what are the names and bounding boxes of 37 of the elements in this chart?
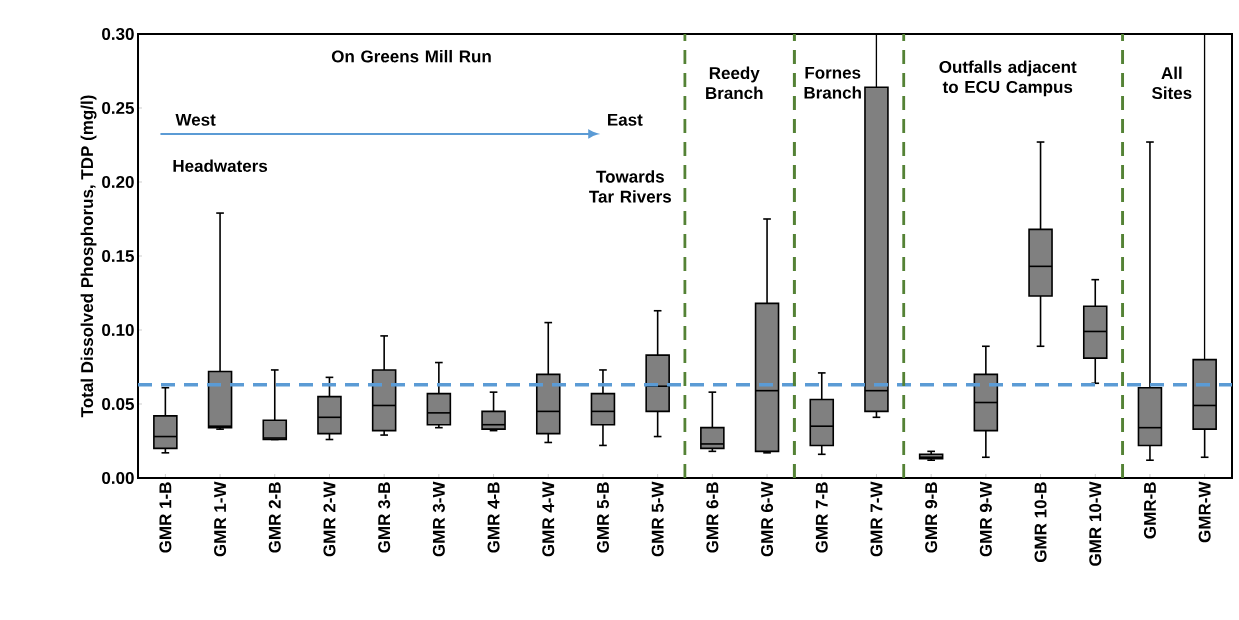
y-tick-label: 0.20 — [102, 175, 134, 189]
x-tick-label: GMR 4-B — [487, 482, 500, 553]
x-tick-label: GMR 2-W — [323, 481, 336, 557]
x-tick-label: GMR 6-W — [761, 481, 774, 557]
annotation: All Sites — [1152, 66, 1192, 100]
y-tick-label: 0.10 — [102, 323, 134, 337]
y-tick-label: 0.25 — [102, 101, 135, 115]
y-tick-label: 0.00 — [102, 471, 134, 485]
x-tick-label: GMR 5-B — [596, 482, 609, 553]
x-tick-label: GMR 6-B — [706, 482, 719, 553]
x-tick-label: GMR 10-W — [1089, 481, 1102, 566]
x-tick-label: GMR 4-W — [542, 481, 555, 557]
y-axis-title: Total Dissolved Phosphorus, TDP (mg/l) — [80, 95, 97, 418]
annotation: East — [608, 113, 643, 126]
x-tick-label: GMR 1-B — [159, 482, 172, 553]
annotation: Outfalls adjacent to ECU Campus — [939, 60, 1077, 97]
x-tick-label: GMR-B — [1143, 482, 1156, 539]
x-tick-label: GMR 9-W — [979, 481, 992, 557]
x-tick-label: GMR 9-B — [925, 482, 938, 553]
x-tick-label: GMR 10-B — [1034, 482, 1047, 563]
annotation: Reedy Branch — [706, 66, 763, 100]
x-tick-label: GMR 2-B — [268, 482, 281, 553]
annotation: Headwaters — [173, 159, 268, 172]
annotation: Fornes Branch — [804, 66, 861, 99]
x-tick-label: GMR-W — [1198, 481, 1211, 543]
annotation: On Greens Mill Run — [331, 49, 491, 63]
x-tick-label: GMR 5-W — [651, 481, 664, 557]
x-tick-label: GMR 3-B — [378, 482, 391, 553]
x-tick-label: GMR 3-W — [432, 481, 445, 557]
annotation: West — [175, 113, 216, 126]
x-tick-label: GMR 7-B — [815, 482, 828, 553]
x-tick-label: GMR 7-W — [870, 481, 883, 557]
y-tick-label: 0.05 — [102, 397, 135, 411]
x-tick-label: GMR 1-W — [214, 481, 227, 557]
y-tick-label: 0.30 — [102, 27, 134, 41]
y-tick-label: 0.15 — [102, 249, 135, 263]
annotation: Towards Tar Rivers — [589, 170, 672, 203]
